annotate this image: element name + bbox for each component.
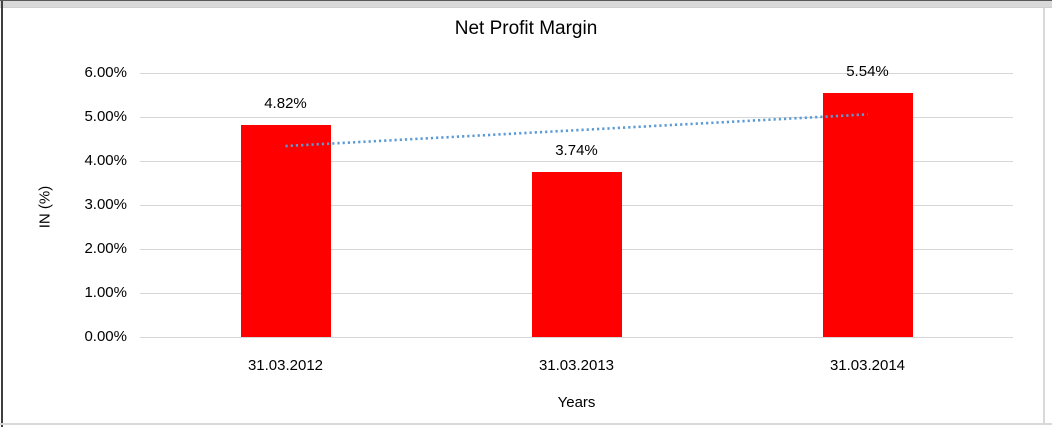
y-axis-tick-label: 4.00% bbox=[84, 152, 127, 169]
frame-right-border bbox=[1043, 8, 1045, 424]
y-axis-tick-label: 0.00% bbox=[84, 328, 127, 345]
y-axis-tick-label: 5.00% bbox=[84, 108, 127, 125]
y-axis-tick-label: 3.00% bbox=[84, 196, 127, 213]
x-axis-category-label: 31.03.2012 bbox=[247, 357, 324, 374]
y-axis-tick-label: 6.00% bbox=[84, 64, 127, 81]
gridline bbox=[140, 336, 1013, 338]
y-axis-tick-label: 2.00% bbox=[84, 240, 127, 257]
chart-title: Net Profit Margin bbox=[454, 18, 598, 39]
gridline bbox=[140, 116, 1013, 118]
bar-data-label: 5.54% bbox=[846, 63, 889, 81]
gridline bbox=[140, 160, 1013, 162]
x-axis-category-label: 31.03.2014 bbox=[829, 357, 906, 374]
x-axis-category-label: 31.03.2013 bbox=[538, 357, 615, 374]
bar-31.03.2014 bbox=[822, 93, 913, 337]
frame-top-strip bbox=[0, 0, 1052, 8]
gridline bbox=[140, 72, 1013, 74]
y-axis-tick-label: 1.00% bbox=[84, 284, 127, 301]
bar-31.03.2013 bbox=[531, 172, 622, 337]
bar-data-label: 4.82% bbox=[264, 94, 307, 112]
bar-31.03.2012 bbox=[240, 124, 331, 337]
frame-left-border bbox=[1, 1, 3, 427]
frame-bottom-border bbox=[0, 423, 1052, 425]
bar-data-label: 3.74% bbox=[555, 142, 598, 160]
x-axis-title: Years bbox=[557, 394, 596, 411]
